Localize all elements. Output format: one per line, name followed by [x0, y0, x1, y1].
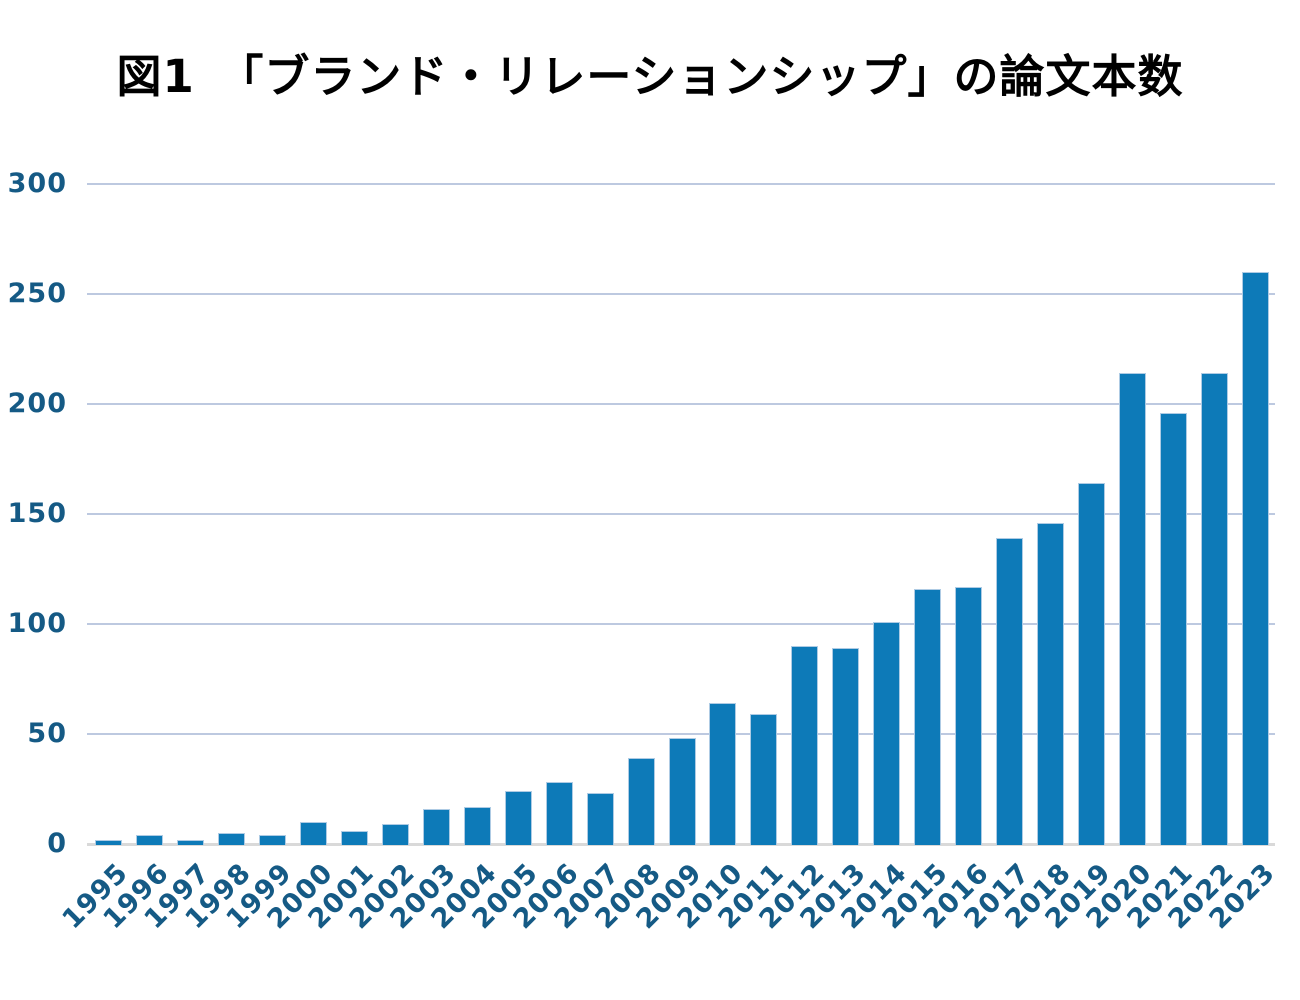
bar-2020	[1119, 373, 1147, 845]
bar-2015	[914, 588, 942, 845]
bar-2009	[668, 738, 696, 845]
gridline-y-150	[87, 513, 1275, 515]
bar-2013	[832, 648, 860, 845]
bar-2003	[422, 808, 450, 845]
y-tick-label-0: 0	[47, 828, 67, 859]
y-tick-label-50: 50	[27, 718, 67, 749]
bar-2002	[381, 824, 409, 845]
bar-2011	[750, 714, 778, 845]
bar-2021	[1160, 412, 1188, 845]
bar-2005	[504, 791, 532, 845]
bar-2010	[709, 703, 737, 845]
gridline-y-250	[87, 293, 1275, 295]
y-tick-label-100: 100	[7, 608, 67, 639]
chart-title: 図1 「ブランド・リレーションシップ」の論文本数	[116, 50, 1184, 103]
y-tick-label-150: 150	[7, 498, 67, 529]
bar-2018	[1037, 522, 1065, 845]
bar-1999	[258, 835, 286, 845]
bar-2012	[791, 646, 819, 845]
bar-2004	[463, 806, 491, 845]
y-tick-label-250: 250	[7, 278, 67, 309]
bar-2006	[545, 782, 573, 845]
bar-2008	[627, 758, 655, 845]
bar-2001	[340, 830, 368, 845]
gridline-y-200	[87, 403, 1275, 405]
bar-2022	[1201, 373, 1229, 845]
y-tick-label-200: 200	[7, 388, 67, 419]
bar-2016	[955, 586, 983, 845]
bar-2017	[996, 538, 1024, 845]
gridline-y-50	[87, 733, 1275, 735]
bar-2023	[1242, 272, 1270, 845]
gridline-y-300	[87, 183, 1275, 185]
bar-1996	[135, 835, 163, 845]
y-tick-label-300: 300	[7, 168, 67, 199]
bar-2019	[1078, 483, 1106, 845]
bar-2007	[586, 793, 614, 845]
bar-1998	[217, 833, 245, 845]
gridline-y-100	[87, 623, 1275, 625]
bar-1997	[176, 839, 204, 845]
bar-1995	[94, 839, 122, 845]
bar-2014	[873, 621, 901, 845]
bar-2000	[299, 822, 327, 845]
